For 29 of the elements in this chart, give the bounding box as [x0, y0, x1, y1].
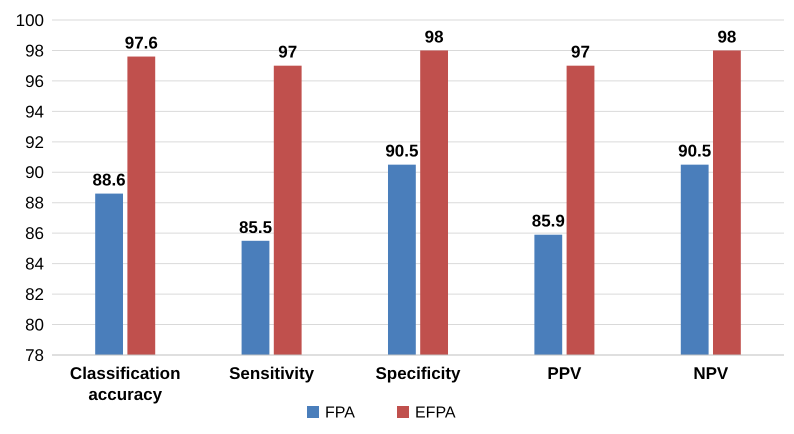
y-tick-label: 96: [25, 72, 44, 91]
data-label: 90.5: [678, 142, 712, 161]
y-tick-label: 82: [25, 285, 44, 304]
y-tick-label: 92: [25, 132, 44, 152]
data-label: 98: [717, 27, 736, 46]
y-tick-label: 78: [25, 346, 44, 365]
y-tick-label: 80: [25, 315, 44, 334]
legend-label: EFPA: [415, 404, 456, 422]
data-label: 85.5: [238, 218, 272, 237]
y-tick-label: 84: [25, 254, 44, 274]
data-label: 85.9: [532, 212, 565, 231]
data-label: 97: [571, 42, 590, 62]
y-tick-label: 88: [25, 194, 44, 213]
y-tick-label: 86: [25, 224, 44, 244]
data-label: 88.6: [92, 170, 126, 190]
y-tick-label: 94: [25, 102, 44, 122]
y-tick-label: 90: [25, 163, 44, 182]
data-label: 98: [424, 27, 444, 46]
x-tick-label: NPV: [693, 364, 729, 383]
data-label: 97: [278, 42, 298, 62]
y-tick-label: 100: [16, 10, 44, 30]
x-tick-label: Sensitivity: [229, 364, 315, 383]
data-label: 90.5: [385, 142, 418, 161]
x-tick-label: Specificity: [375, 364, 462, 383]
data-label: 97.6: [124, 34, 158, 53]
x-tick-label: Classification accuracy: [70, 364, 180, 404]
y-tick-label: 98: [25, 41, 44, 60]
x-tick-label: PPV: [547, 364, 582, 383]
legend-label: FPA: [325, 404, 356, 422]
